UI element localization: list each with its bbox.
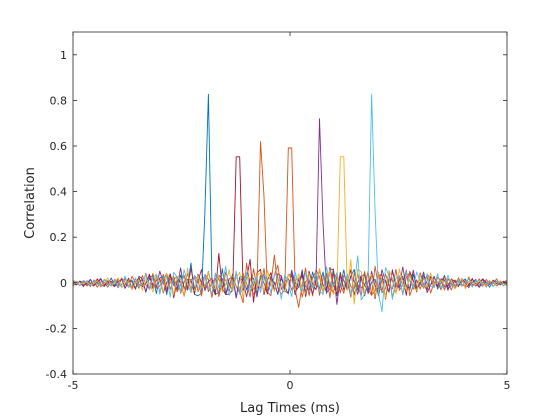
plot-area	[73, 32, 507, 374]
y-axis-label: Correlation	[23, 167, 38, 239]
x-axis-label: Lag Times (ms)	[240, 401, 340, 416]
series-line	[72, 93, 508, 313]
series-group	[72, 93, 508, 313]
y-tick-label: 0.4	[50, 186, 68, 199]
y-tick-label: 0	[60, 277, 67, 290]
y-tick-label: 0.6	[50, 140, 68, 153]
x-tick-label: -5	[68, 379, 79, 392]
x-tick-label: 5	[504, 379, 511, 392]
x-tick-label: 0	[287, 379, 294, 392]
ticks-group: -5 0 5 -0.4 -0.2 0 0.2 0.4 0.6 0.8 1	[46, 32, 511, 392]
y-tick-label: 0.2	[50, 231, 68, 244]
y-tick-label: 1	[60, 49, 67, 62]
series-line	[72, 147, 508, 308]
y-tick-label: -0.2	[46, 322, 67, 335]
series-line	[72, 118, 508, 305]
y-tick-label: 0.8	[50, 94, 68, 107]
y-tick-label: -0.4	[46, 368, 67, 381]
